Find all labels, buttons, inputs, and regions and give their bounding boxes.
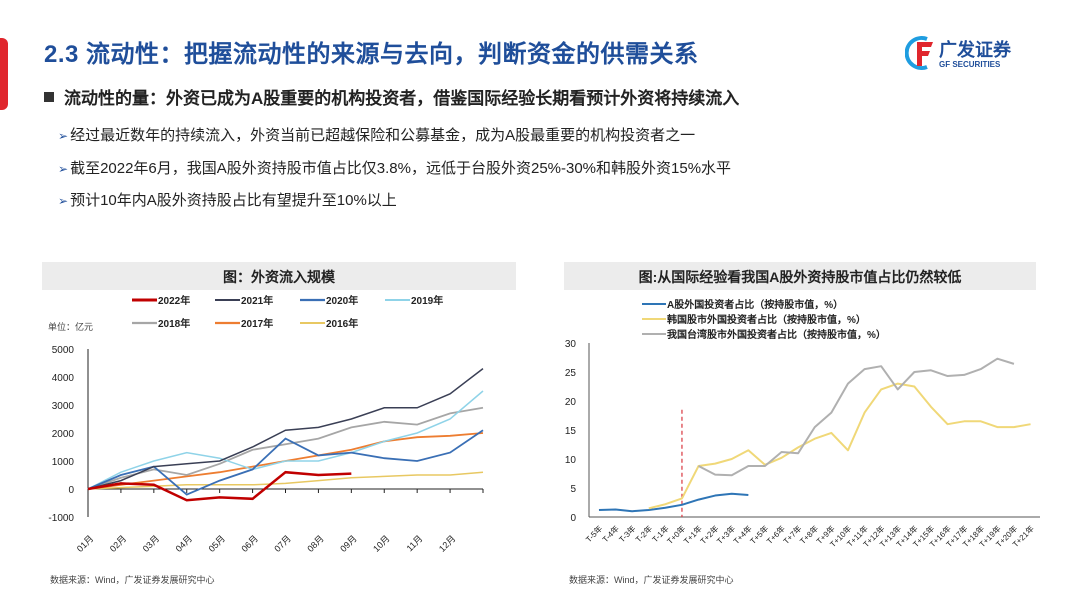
chart-title-bg bbox=[42, 262, 516, 290]
x-tick-label: 10月 bbox=[371, 533, 392, 554]
y-tick-label: 5000 bbox=[52, 345, 75, 356]
bullet-item: ➢ 预计10年内A股外资持股占比有望提升至10%以上 bbox=[58, 189, 397, 210]
series-line-2019年 bbox=[87, 390, 484, 490]
legend-label: 2016年 bbox=[326, 317, 358, 330]
bullet-text: 截至2022年6月，我国A股外资持股市值占比仅3.8%，远低于台股外资25%-3… bbox=[70, 160, 732, 177]
gf-securities-logo: 广发证券 GF SECURITIES bbox=[905, 36, 1045, 76]
y-tick-label: 0 bbox=[68, 485, 74, 496]
bullet-item: ➢ 截至2022年6月，我国A股外资持股市值占比仅3.8%，远低于台股外资25%-… bbox=[58, 157, 731, 178]
bullet-text: 经过最近数年的持续流入，外资当前已超越保险和公募基金，成为A股最重要的机构投资者… bbox=[70, 127, 696, 144]
y-tick-label: -1000 bbox=[48, 513, 74, 524]
y-tick-label: 25 bbox=[565, 368, 577, 379]
x-tick-label: 07月 bbox=[272, 533, 293, 554]
series-line-2016年 bbox=[87, 471, 484, 490]
x-tick-label: 02月 bbox=[108, 533, 129, 554]
arrow-bullet-icon: ➢ bbox=[58, 194, 69, 208]
x-tick-label: T-5年 bbox=[583, 523, 604, 544]
x-tick-label: 11月 bbox=[405, 533, 425, 553]
chart-source: 数据来源：Wind，广发证券发展研究中心 bbox=[569, 575, 734, 585]
bullet-text: 预计10年内A股外资持股占比有望提升至10%以上 bbox=[70, 192, 397, 209]
page-title: 2.3 流动性：把握流动性的来源与去向，判断资金的供需关系 bbox=[44, 41, 699, 68]
x-tick-label: 06月 bbox=[239, 533, 260, 554]
legend-label: 2018年 bbox=[158, 317, 190, 330]
legend-label: 2021年 bbox=[241, 294, 273, 307]
section-subtitle: 流动性的量：外资已成为A股重要的机构投资者，借鉴国际经验长期看预计外资将持续流入 bbox=[44, 84, 739, 109]
y-tick-label: 0 bbox=[570, 513, 576, 524]
logo-text-en: GF SECURITIES bbox=[939, 60, 1001, 69]
x-tick-label: 12月 bbox=[437, 533, 458, 554]
y-tick-label: 10 bbox=[565, 455, 577, 466]
x-tick-label: T-2年 bbox=[633, 523, 654, 544]
x-tick-label: 04月 bbox=[174, 533, 195, 554]
x-tick-label: 03月 bbox=[141, 533, 162, 554]
x-tick-label: 09月 bbox=[338, 533, 359, 554]
series-line-2022年 bbox=[87, 470, 352, 502]
legend-label: A股外国投资者占比（按持股市值，%） bbox=[667, 298, 843, 311]
legend-label: 我国台湾股市外国投资者占比（按持股市值，%） bbox=[667, 328, 886, 341]
legend-label: 2017年 bbox=[241, 317, 273, 330]
y-tick-label: 3000 bbox=[52, 401, 75, 412]
bullet-item: ➢ 经过最近数年的持续流入，外资当前已超越保险和公募基金，成为A股最重要的机构投资… bbox=[58, 124, 695, 145]
y-tick-label: 20 bbox=[565, 397, 577, 408]
logo-text-cn: 广发证券 bbox=[939, 40, 1011, 60]
chart-title: 图：外资流入规模 bbox=[223, 269, 336, 285]
x-tick-label: 05月 bbox=[207, 533, 228, 554]
square-bullet-icon bbox=[44, 92, 54, 102]
series-line-2018年 bbox=[87, 406, 484, 490]
y-tick-label: 30 bbox=[565, 339, 577, 350]
accent-bar bbox=[0, 38, 8, 110]
x-tick-label: 08月 bbox=[305, 533, 326, 554]
x-tick-label: T-3年 bbox=[617, 523, 638, 544]
series-line bbox=[598, 492, 749, 513]
x-tick-label: T-4年 bbox=[600, 523, 621, 544]
chart-source: 数据来源：Wind，广发证券发展研究中心 bbox=[50, 575, 215, 585]
chart-title: 图:从国际经验看我国A股外资持股市值占比仍然较低 bbox=[639, 269, 962, 285]
chart-title-bg bbox=[564, 262, 1036, 290]
legend-label: 韩国股市外国投资者占比（按持股市值，%） bbox=[667, 313, 866, 326]
logo-mark-icon bbox=[905, 36, 933, 70]
y-tick-label: 4000 bbox=[52, 373, 75, 384]
arrow-bullet-icon: ➢ bbox=[58, 162, 69, 176]
y-tick-label: 1000 bbox=[52, 457, 75, 468]
x-tick-label: 01月 bbox=[75, 533, 96, 554]
y-tick-label: 2000 bbox=[52, 429, 75, 440]
series-line-2021年 bbox=[87, 368, 484, 490]
y-tick-label: 5 bbox=[570, 484, 576, 495]
legend-label: 2022年 bbox=[158, 294, 190, 307]
subtitle-text: 流动性的量：外资已成为A股重要的机构投资者，借鉴国际经验长期看预计外资将持续流入 bbox=[64, 89, 740, 108]
y-tick-label: 15 bbox=[565, 426, 577, 437]
arrow-bullet-icon: ➢ bbox=[58, 129, 69, 143]
legend-label: 2019年 bbox=[411, 294, 443, 307]
legend-label: 2020年 bbox=[326, 294, 358, 307]
foreign-holding-ratio-chart: 图:从国际经验看我国A股外资持股市值占比仍然较低 A股外国投资者占比（按持股市值，… bbox=[564, 262, 1040, 549]
unit-label: 单位：亿元 bbox=[48, 321, 93, 332]
series-line bbox=[698, 357, 1015, 477]
series-line bbox=[648, 382, 1031, 510]
